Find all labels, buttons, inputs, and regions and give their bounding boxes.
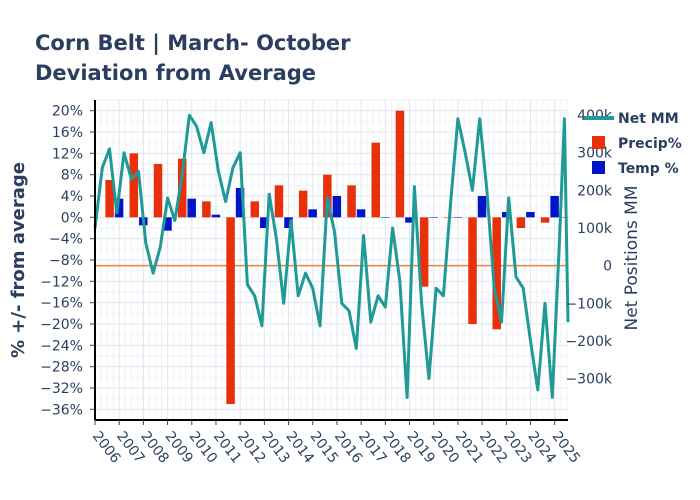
temp-bar xyxy=(211,214,221,218)
y-right-tick-label: 0 xyxy=(603,259,612,275)
legend-swatch-temp xyxy=(592,161,605,174)
precip-bar xyxy=(226,217,235,404)
temp-bar xyxy=(356,209,366,218)
y-axis-label-left: % +/- from average xyxy=(8,162,29,358)
legend-label: Temp % xyxy=(618,161,679,177)
y-left-tick-label: 16% xyxy=(52,125,83,141)
y-right-tick-label: 300k xyxy=(577,146,613,162)
precip-bar xyxy=(419,217,429,287)
y-right-tick-label: −200k xyxy=(565,334,612,350)
temp-bar xyxy=(429,217,438,218)
temp-bar xyxy=(453,217,463,218)
chart-title: Corn Belt | March- October Deviation fro… xyxy=(35,28,350,88)
temp-bar xyxy=(380,217,390,218)
chart-title-line2: Deviation from Average xyxy=(35,61,317,85)
y-left-tick-label: 4% xyxy=(61,189,83,205)
precip-bar xyxy=(323,174,332,218)
y-left-tick-label: 0% xyxy=(61,210,83,226)
y-left-tick-label: 20% xyxy=(52,104,83,120)
legend-label: Net MM xyxy=(618,111,679,127)
precip-bar xyxy=(540,217,550,223)
precip-bar xyxy=(395,110,405,218)
y-right-tick-label: −300k xyxy=(565,372,612,388)
precip-bar xyxy=(347,185,356,218)
temp-bar xyxy=(526,212,535,218)
y-right-tick-label: 100k xyxy=(577,221,613,237)
temp-bar xyxy=(187,198,196,218)
precip-bar xyxy=(274,185,284,218)
y-right-ticks: 400k300k200k100k0−100k−200k−300k xyxy=(565,108,612,388)
temp-bar xyxy=(284,217,293,228)
bars-group xyxy=(105,110,569,404)
precip-bar xyxy=(202,201,211,218)
y-left-tick-label: −20% xyxy=(40,317,83,333)
precip-bar xyxy=(560,217,569,218)
legend[interactable]: Net MM Precip% Temp % xyxy=(584,111,682,177)
y-right-tick-label: 200k xyxy=(577,183,613,199)
temp-bar xyxy=(332,196,342,218)
y-left-tick-label: −4% xyxy=(49,232,83,248)
precip-bar xyxy=(298,190,308,218)
y-left-tick-label: 8% xyxy=(61,168,83,184)
temp-bar xyxy=(550,196,559,218)
temp-bar xyxy=(501,212,511,218)
y-right-tick-label: −100k xyxy=(565,296,612,312)
temp-bar xyxy=(163,217,172,231)
legend-label: Precip% xyxy=(618,136,682,152)
precip-bar xyxy=(516,217,526,228)
precip-bar xyxy=(177,158,187,218)
y-axis-label-right: Net Positions MM xyxy=(622,185,642,330)
precip-bar xyxy=(468,217,477,324)
temp-bar xyxy=(405,217,414,223)
temp-bar xyxy=(114,198,124,218)
temp-bar xyxy=(308,209,317,218)
y-left-tick-label: 12% xyxy=(52,146,83,162)
net-mm-line xyxy=(93,113,570,399)
precip-bar xyxy=(129,153,139,218)
y-left-tick-label: −24% xyxy=(40,338,83,354)
precip-bar xyxy=(250,201,260,218)
temp-bar xyxy=(477,196,487,218)
precip-bar xyxy=(492,217,501,330)
y-left-tick-label: −28% xyxy=(40,360,83,376)
y-left-tick-label: −12% xyxy=(40,274,83,290)
precip-bar xyxy=(105,180,114,218)
net-mm-line-group xyxy=(93,113,570,399)
legend-swatch-precip xyxy=(592,136,605,149)
precip-bar xyxy=(153,164,163,218)
chart-title-line1: Corn Belt | March- October xyxy=(35,31,351,55)
x-tick-label: 2025 xyxy=(549,429,584,467)
y-left-tick-label: −16% xyxy=(40,296,83,312)
y-left-tick-label: −36% xyxy=(40,402,83,418)
y-left-tick-label: −8% xyxy=(49,253,83,269)
x-ticks: 2006200720082009201020112012201320142015… xyxy=(89,420,583,467)
temp-bar xyxy=(235,188,245,218)
y-left-tick-label: −32% xyxy=(40,381,83,397)
y-left-ticks: 20% 16% 12% 8% 4% 0% −4% −8% −12% −16% −20% −24% −28… xyxy=(40,104,95,418)
temp-bar xyxy=(260,217,269,228)
precip-bar xyxy=(371,142,380,218)
